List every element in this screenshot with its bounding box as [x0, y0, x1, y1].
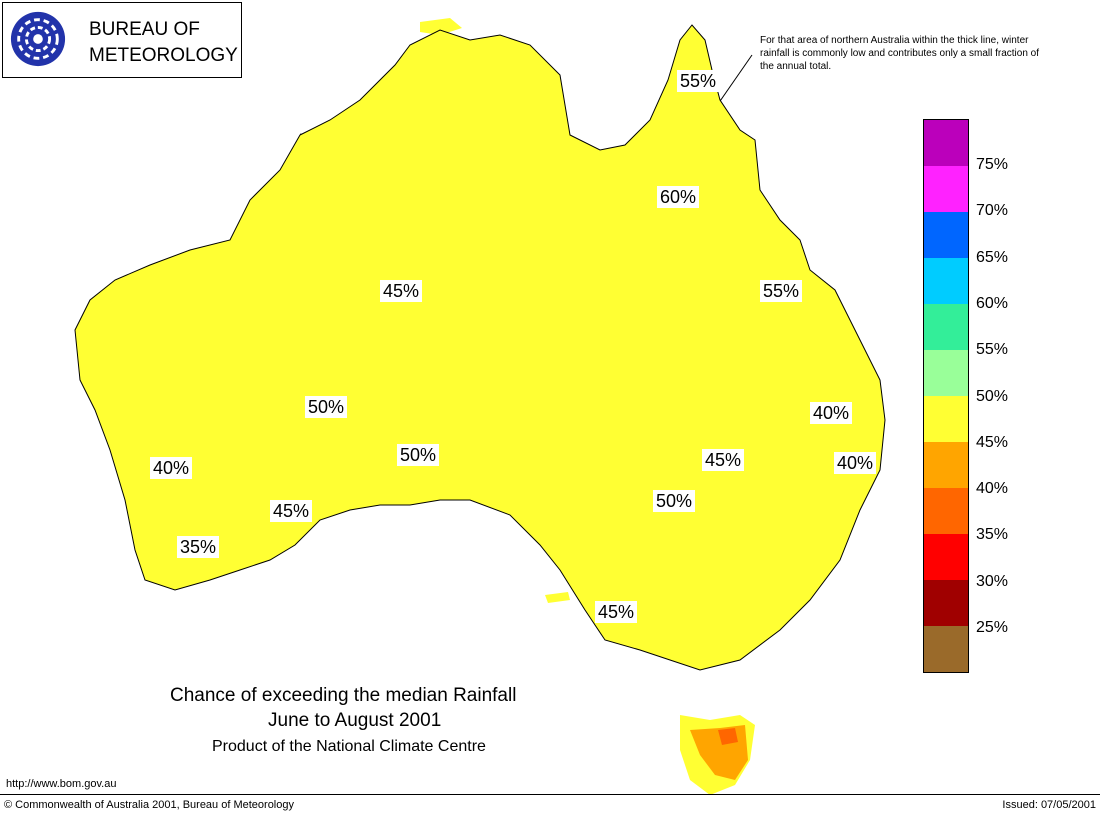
contour-label-50-east: 50% [653, 490, 696, 512]
contour-label-55-north: 55% [677, 70, 720, 92]
legend-label: 25% [976, 619, 1009, 636]
bom-logo-box: BUREAU OF METEOROLOGY [2, 2, 242, 78]
legend-swatch [924, 396, 968, 442]
contour-label-50-central: 50% [397, 444, 440, 466]
map-note: For that area of northern Australia with… [760, 35, 1040, 72]
legend-swatch [924, 534, 968, 580]
contour-label-45-southeast: 45% [595, 601, 638, 623]
bom-spiral-logo-icon [10, 11, 66, 67]
legend-label: 70% [976, 202, 1009, 220]
legend-label: 50% [976, 387, 1009, 405]
contour-label-60: 60% [657, 186, 700, 208]
legend-label: 55% [976, 341, 1009, 359]
contour-label-40-east: 40% [834, 452, 877, 474]
legend-swatch [924, 258, 968, 304]
footer-divider [0, 794, 1100, 795]
contour-label-50-west: 50% [305, 396, 348, 418]
contour-label-45-north: 45% [380, 280, 423, 302]
copyright-text: © Commonwealth of Australia 2001, Bureau… [4, 799, 294, 811]
contour-label-55-east: 55% [760, 280, 803, 302]
org-name: BUREAU OF METEOROLOGY [89, 19, 238, 66]
tasmania-zone-35-40 [718, 728, 738, 745]
legend-swatch [924, 580, 968, 626]
legend-swatch [924, 212, 968, 258]
legend-label: 40% [976, 480, 1009, 498]
legend-swatch [924, 488, 968, 534]
issued-date: Issued: 07/05/2001 [1002, 799, 1096, 811]
legend-swatch [924, 304, 968, 350]
contour-label-35-southwest: 35% [177, 536, 220, 558]
legend-label: 30% [976, 572, 1009, 590]
map-credit: Product of the National Climate Centre [212, 738, 486, 755]
legend-swatch [924, 350, 968, 396]
legend-label: 45% [976, 433, 1009, 451]
legend-label: 35% [976, 526, 1009, 544]
contour-label-45-east: 45% [702, 449, 745, 471]
melville-island [420, 18, 462, 35]
legend-label: 75% [976, 156, 1009, 173]
legend-label: 60% [976, 294, 1009, 312]
color-legend [923, 119, 969, 673]
contour-label-45-southwest: 45% [270, 500, 313, 522]
legend-label: 65% [976, 248, 1009, 266]
legend-swatch [924, 626, 968, 672]
map-title: Chance of exceeding the median Rainfall [170, 685, 517, 706]
legend-swatch [924, 166, 968, 212]
website-link[interactable]: http://www.bom.gov.au [6, 778, 117, 790]
map-subtitle: June to August 2001 [268, 710, 442, 731]
contour-label-40-southwest: 40% [150, 457, 193, 479]
legend-swatch [924, 120, 968, 166]
legend-swatch [924, 442, 968, 488]
kangaroo-island [545, 592, 570, 603]
contour-label-40-northeast: 40% [810, 402, 853, 424]
